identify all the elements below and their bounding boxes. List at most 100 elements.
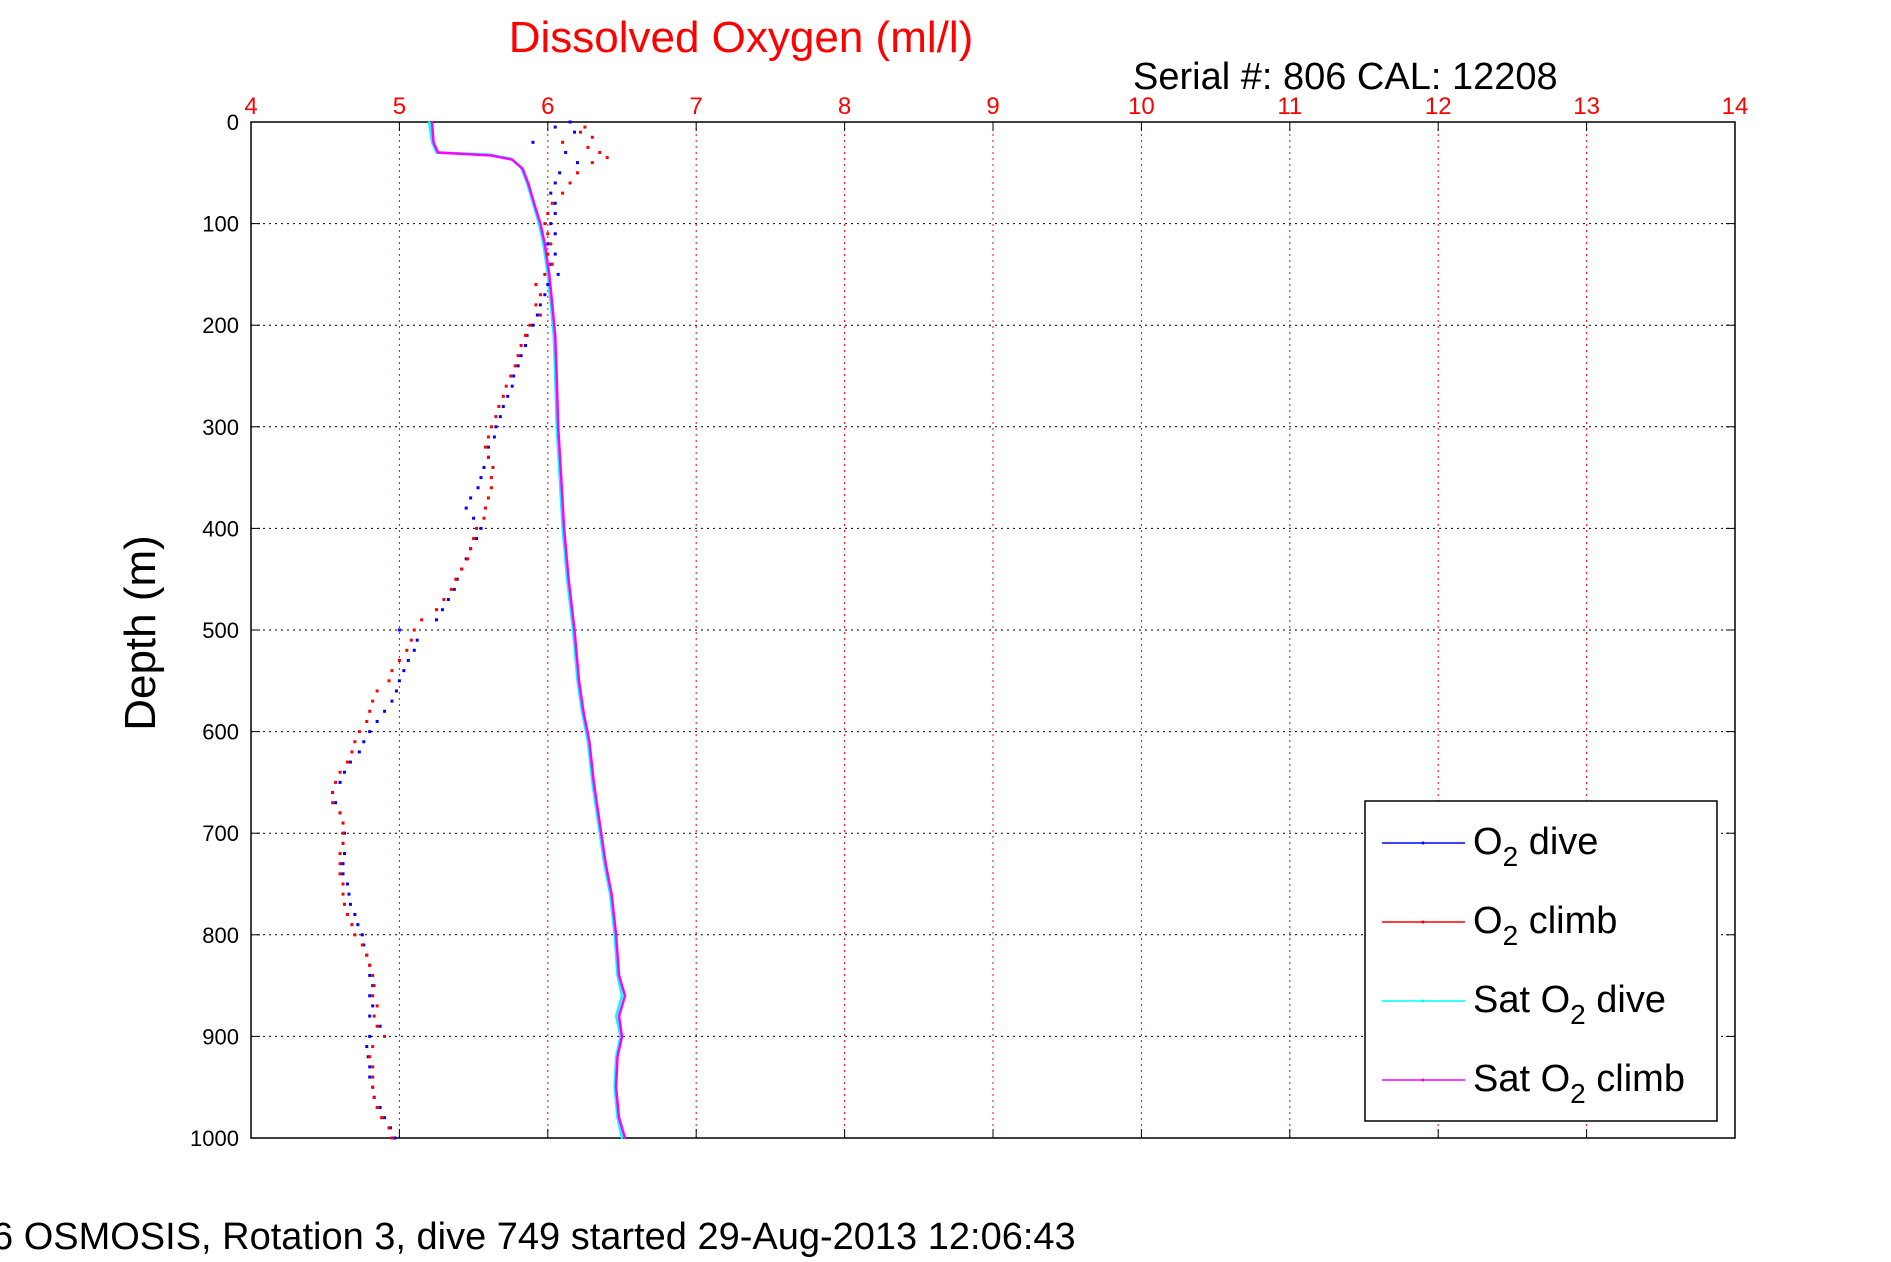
data-point <box>345 912 349 916</box>
data-point <box>568 120 572 124</box>
data-point <box>446 598 450 602</box>
data-point <box>334 801 338 805</box>
data-point <box>475 526 479 530</box>
data-point <box>387 679 391 683</box>
x-tick-label: 8 <box>838 93 851 120</box>
data-point <box>338 862 342 866</box>
data-point <box>582 710 585 713</box>
data-point <box>501 394 505 398</box>
data-point <box>486 455 490 459</box>
x-tick-label: 9 <box>986 93 999 120</box>
data-point <box>482 516 486 520</box>
data-point <box>553 201 557 205</box>
data-point <box>397 658 401 662</box>
data-point <box>558 171 562 175</box>
data-point <box>375 1004 379 1008</box>
data-point <box>578 130 582 134</box>
data-point <box>491 465 495 469</box>
data-point <box>383 1116 387 1120</box>
data-point <box>554 334 557 337</box>
data-point <box>538 303 542 307</box>
data-point <box>553 232 557 236</box>
data-point <box>338 780 342 784</box>
data-point <box>375 1106 379 1110</box>
data-point <box>341 821 345 825</box>
data-point <box>378 1024 382 1028</box>
data-point <box>555 375 558 377</box>
y-tick-label: 400 <box>202 516 239 541</box>
data-point <box>368 1075 372 1079</box>
chart-subtitle: Serial #: 806 CAL: 12208 <box>1133 56 1558 98</box>
data-point <box>469 496 473 500</box>
y-tick-label: 100 <box>202 212 239 237</box>
data-point <box>353 912 357 916</box>
data-point <box>534 283 538 287</box>
data-point <box>368 973 372 977</box>
data-point <box>604 862 607 865</box>
data-point <box>331 791 335 795</box>
data-point <box>475 537 479 541</box>
data-point <box>506 394 510 398</box>
data-point <box>348 902 352 906</box>
data-point <box>405 648 409 652</box>
data-point <box>365 719 369 723</box>
data-point <box>432 141 435 144</box>
data-point <box>551 303 554 306</box>
data-point <box>409 638 413 642</box>
y-tick-label: 500 <box>202 618 239 643</box>
data-point <box>360 933 364 937</box>
data-point <box>575 171 579 175</box>
legend-marker <box>1421 841 1425 845</box>
data-point <box>615 1015 618 1018</box>
data-point <box>342 770 346 774</box>
data-point <box>387 1126 391 1130</box>
data-point <box>368 963 372 967</box>
data-point <box>538 313 542 317</box>
legend-label: Sat O2 climb <box>1473 1058 1685 1109</box>
data-point <box>397 679 401 683</box>
data-point <box>618 1015 621 1018</box>
data-point <box>397 628 401 632</box>
data-point <box>360 943 364 947</box>
data-point <box>435 608 438 612</box>
data-point <box>573 629 576 631</box>
series-o2-climb <box>331 125 609 1140</box>
data-point <box>546 283 550 287</box>
data-point <box>561 191 565 195</box>
data-point <box>372 984 376 988</box>
data-point <box>368 994 372 998</box>
data-point <box>472 516 476 520</box>
y-tick-label: 800 <box>202 923 239 948</box>
data-point <box>365 1045 369 1049</box>
legend-marker <box>1421 1078 1425 1082</box>
data-point <box>510 384 514 388</box>
data-point <box>553 125 557 129</box>
data-point <box>338 852 342 856</box>
data-point <box>489 476 493 480</box>
data-point <box>519 344 523 348</box>
x-tick-label: 4 <box>244 93 257 120</box>
data-point <box>371 994 375 998</box>
data-point <box>338 872 342 876</box>
data-point <box>341 841 345 845</box>
data-point <box>375 689 379 693</box>
data-point <box>464 506 468 510</box>
axis-ticks: 4 5 6 7 8 9 10 11 12 13 14 0 100 200 300 400 500 600 700 80… <box>190 93 1748 1151</box>
y-tick-label: 300 <box>202 415 239 440</box>
data-point <box>383 709 387 713</box>
data-point <box>394 689 398 693</box>
data-point <box>553 252 557 256</box>
x-tick-label: 10 <box>1128 93 1155 120</box>
data-point <box>543 242 546 245</box>
data-point <box>575 161 579 165</box>
y-axis-label: Depth (m) <box>116 535 165 731</box>
data-point <box>476 486 480 490</box>
data-point <box>356 923 360 927</box>
data-point <box>483 506 487 510</box>
data-point <box>586 145 590 149</box>
data-point <box>615 933 618 936</box>
data-point <box>561 140 565 144</box>
data-point <box>592 781 595 784</box>
data-point <box>573 130 577 134</box>
data-point <box>353 740 357 744</box>
